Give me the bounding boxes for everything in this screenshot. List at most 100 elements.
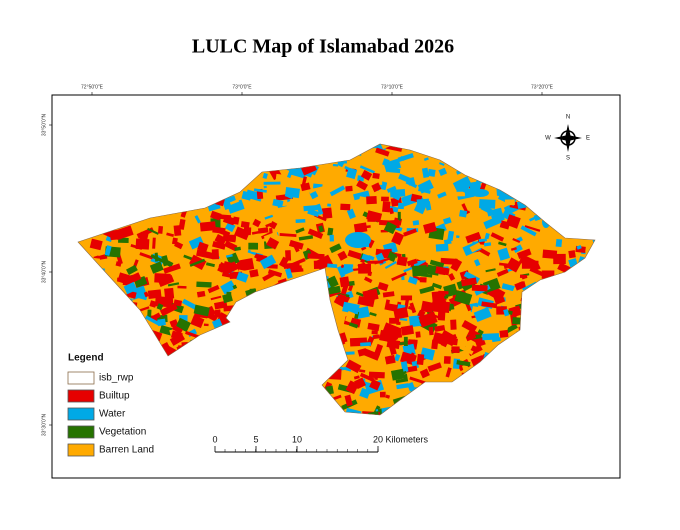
- land-cover-patch: [455, 235, 460, 239]
- land-cover-patch: [212, 240, 226, 250]
- land-cover-patch: [483, 215, 502, 230]
- land-cover-patch: [339, 276, 350, 288]
- land-cover-patch: [374, 376, 378, 381]
- land-cover-patch: [229, 199, 240, 205]
- land-cover-patch: [390, 368, 405, 381]
- land-cover-patch: [510, 247, 517, 251]
- land-cover-patch: [185, 330, 200, 339]
- land-cover-patch: [169, 319, 179, 328]
- land-cover-patch: [327, 203, 332, 207]
- scale-label: 20 Kilometers: [373, 434, 429, 444]
- land-cover-patch: [419, 368, 430, 379]
- land-cover-patch: [171, 237, 178, 245]
- legend-label: isb_rwp: [99, 373, 134, 384]
- land-cover-patch: [144, 315, 160, 326]
- land-cover-patch: [287, 268, 304, 273]
- land-cover-patch: [440, 339, 449, 348]
- land-cover-patch: [403, 228, 417, 237]
- legend-label: Water: [99, 409, 126, 420]
- land-cover-patch: [149, 300, 157, 308]
- land-cover-patch: [164, 287, 175, 300]
- land-cover-patch: [353, 190, 370, 201]
- land-cover-patch: [344, 394, 353, 407]
- land-cover-patch: [251, 230, 263, 235]
- land-cover-patch: [346, 167, 358, 180]
- land-cover-patch: [501, 283, 516, 292]
- land-cover-patch: [400, 295, 413, 301]
- land-cover-patch: [149, 261, 164, 274]
- land-cover-patch: [332, 163, 339, 167]
- land-cover-patch: [327, 227, 334, 236]
- land-cover-patch: [163, 263, 181, 274]
- land-cover-patch: [409, 376, 426, 385]
- land-cover-patch: [482, 333, 500, 341]
- land-cover-patch: [159, 303, 178, 317]
- land-cover-patch: [220, 261, 239, 276]
- legend-swatch: [67, 407, 95, 421]
- land-cover-patch: [428, 197, 446, 205]
- land-cover-patch: [224, 240, 238, 252]
- graticule-label: 33°50'0"N: [41, 113, 47, 136]
- land-cover-patch: [134, 293, 148, 301]
- land-cover-patch: [89, 238, 103, 251]
- land-cover-patch: [495, 321, 509, 332]
- land-cover-patch: [462, 364, 469, 372]
- land-cover-patch: [421, 167, 430, 178]
- land-cover-patch: [366, 196, 377, 205]
- land-cover-patch: [210, 210, 222, 221]
- land-cover-patch: [461, 319, 478, 333]
- land-cover-patch: [363, 348, 381, 361]
- land-cover-patch: [381, 196, 389, 202]
- land-cover-patch: [412, 275, 426, 283]
- land-cover-patch: [492, 292, 506, 305]
- land-cover-patch: [156, 303, 164, 311]
- land-cover-patch: [479, 199, 496, 209]
- land-cover-patch: [448, 273, 456, 281]
- land-cover-patch: [496, 268, 509, 277]
- land-cover-patch: [212, 226, 226, 234]
- graticule-label: 73°20'0"E: [531, 84, 554, 90]
- land-cover-patch: [437, 191, 447, 199]
- land-cover-patch: [360, 342, 371, 347]
- land-cover-patch: [438, 269, 446, 276]
- land-cover-patch: [357, 262, 367, 269]
- land-cover-patch: [439, 162, 445, 166]
- land-cover-patch: [386, 185, 397, 193]
- land-cover-patch: [367, 411, 380, 415]
- land-cover-patch: [433, 291, 447, 306]
- land-cover-patch: [340, 203, 351, 211]
- land-cover-patch: [375, 252, 387, 266]
- land-cover-patch: [455, 191, 465, 197]
- land-cover-patch: [478, 260, 494, 269]
- land-cover-patch: [329, 185, 346, 197]
- land-cover-patch: [412, 265, 428, 277]
- map-frame: [51, 94, 621, 479]
- land-cover-patch: [166, 232, 175, 238]
- land-cover-patch: [456, 179, 471, 194]
- legend-swatch: [67, 443, 95, 457]
- land-cover-patch: [412, 220, 420, 226]
- land-cover-patch: [171, 324, 183, 334]
- land-cover-patch: [447, 337, 458, 346]
- land-cover-patch: [505, 214, 521, 229]
- land-cover-patch: [435, 243, 449, 252]
- land-cover-patch: [265, 222, 272, 228]
- land-cover-patch: [438, 167, 448, 177]
- land-cover-patch: [196, 249, 214, 260]
- land-cover-patch: [217, 262, 226, 273]
- land-cover-patch: [391, 231, 405, 246]
- land-cover-patch: [396, 321, 401, 326]
- land-cover-patch: [362, 288, 379, 302]
- land-cover-patch: [450, 319, 457, 330]
- land-cover-patch: [159, 325, 174, 336]
- land-cover-patch: [284, 268, 293, 279]
- land-cover-patch: [234, 246, 241, 251]
- land-cover-patch: [399, 317, 408, 321]
- land-cover-patch: [307, 208, 320, 217]
- legend-label: Barren Land: [99, 445, 154, 456]
- land-cover-patch: [345, 185, 353, 192]
- land-cover-patch: [397, 152, 414, 162]
- land-cover-patch: [307, 228, 324, 239]
- land-cover-patch: [189, 258, 206, 267]
- land-cover-patch: [461, 202, 471, 215]
